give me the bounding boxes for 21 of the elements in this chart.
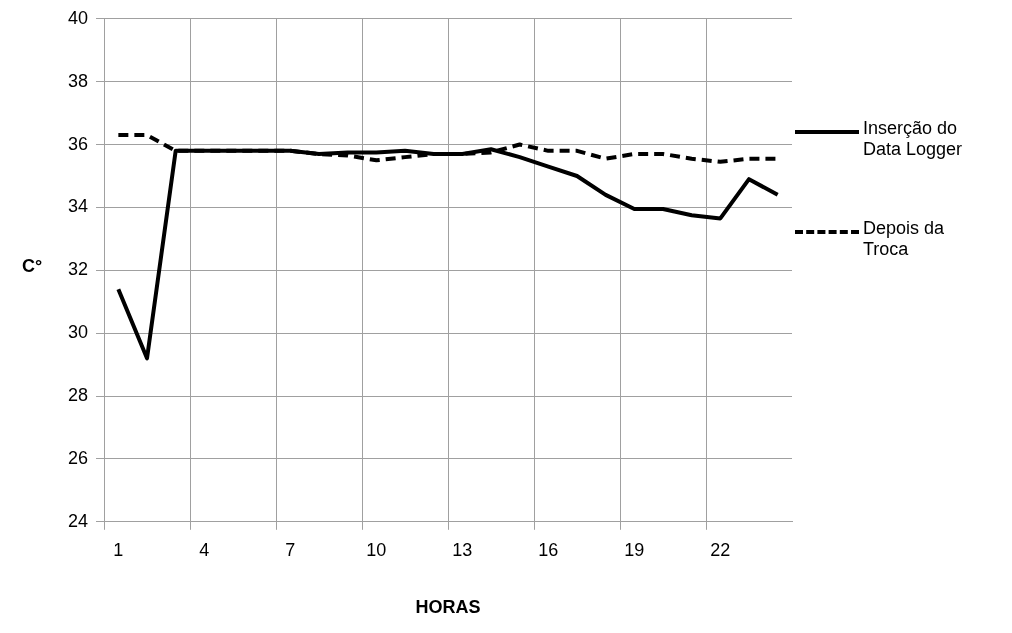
x-tick-label: 22 bbox=[710, 539, 731, 560]
y-tick-label: 38 bbox=[67, 70, 89, 91]
x-tick-label: 4 bbox=[199, 539, 210, 560]
y-tick-label: 40 bbox=[67, 7, 89, 28]
y-tick-label: 26 bbox=[67, 447, 89, 468]
x-tick-label: 19 bbox=[624, 539, 645, 560]
y-tick-label: 36 bbox=[67, 133, 89, 154]
legend-label: Depois da Troca bbox=[863, 218, 946, 260]
y-tick-label: 32 bbox=[67, 259, 89, 280]
y-tick-label: 30 bbox=[67, 322, 89, 343]
x-tick-label: 7 bbox=[285, 539, 296, 560]
legend-label: Inserção do Data Logger bbox=[863, 118, 964, 160]
y-tick-label: 34 bbox=[67, 196, 89, 217]
x-tick-label: 10 bbox=[366, 539, 387, 560]
x-tick-label: 13 bbox=[452, 539, 473, 560]
x-axis-title: HORAS bbox=[415, 597, 481, 618]
y-tick-label: 24 bbox=[67, 510, 89, 531]
y-tick-label: 28 bbox=[67, 385, 89, 406]
x-tick-label: 16 bbox=[538, 539, 559, 560]
y-axis-title: C° bbox=[22, 256, 43, 277]
x-tick-label: 1 bbox=[113, 539, 124, 560]
